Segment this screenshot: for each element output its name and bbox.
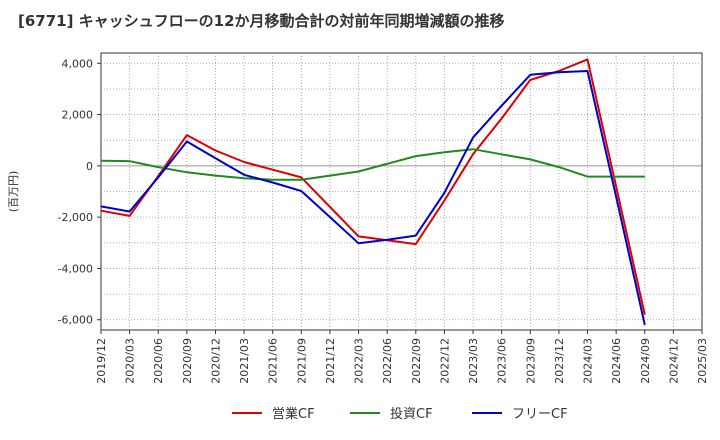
y-tick-label: 4,000 [62, 57, 94, 70]
y-tick-label: -6,000 [58, 314, 93, 327]
x-tick-label: 2023/09 [524, 338, 537, 384]
x-tick-label: 2019/12 [95, 338, 108, 384]
y-tick-label: 2,000 [62, 109, 94, 122]
y-tick-label: -2,000 [58, 211, 93, 224]
x-tick-label: 2022/12 [438, 338, 451, 384]
x-tick-label: 2020/09 [181, 338, 194, 384]
x-tick-label: 2020/12 [209, 338, 222, 384]
x-tick-label: 2023/03 [467, 338, 480, 384]
x-tick-label: 2021/09 [295, 338, 308, 384]
x-tick-label: 2024/12 [667, 338, 680, 384]
x-tick-label: 2022/06 [381, 338, 394, 384]
x-tick-label: 2021/06 [267, 338, 280, 384]
y-axis-label: (百万円) [7, 171, 20, 213]
x-tick-label: 2022/09 [410, 338, 423, 384]
legend-label: 投資CF [390, 406, 433, 422]
y-tick-label: 0 [86, 160, 93, 173]
x-tick-label: 2022/03 [353, 338, 366, 384]
x-tick-label: 2020/03 [124, 338, 137, 384]
x-tick-label: 2024/09 [639, 338, 652, 384]
x-tick-label: 2023/12 [553, 338, 566, 384]
x-tick-label: 2020/06 [152, 338, 165, 384]
x-tick-label: 2021/12 [324, 338, 337, 384]
series-line [100, 70, 646, 326]
x-tick-label: 2025/03 [696, 338, 709, 384]
legend-label: 営業CF [272, 406, 315, 422]
y-tick-label: -4,000 [58, 262, 93, 275]
chart-title: [6771] キャッシュフローの12か月移動合計の対前年同期増減額の推移 [18, 12, 505, 30]
x-tick-label: 2024/06 [610, 338, 623, 384]
series-line [100, 148, 645, 181]
x-tick-label: 2023/06 [496, 338, 509, 384]
legend-label: フリーCF [512, 407, 568, 422]
x-tick-label: 2021/03 [238, 338, 251, 384]
x-tick-label: 2024/03 [582, 338, 595, 384]
